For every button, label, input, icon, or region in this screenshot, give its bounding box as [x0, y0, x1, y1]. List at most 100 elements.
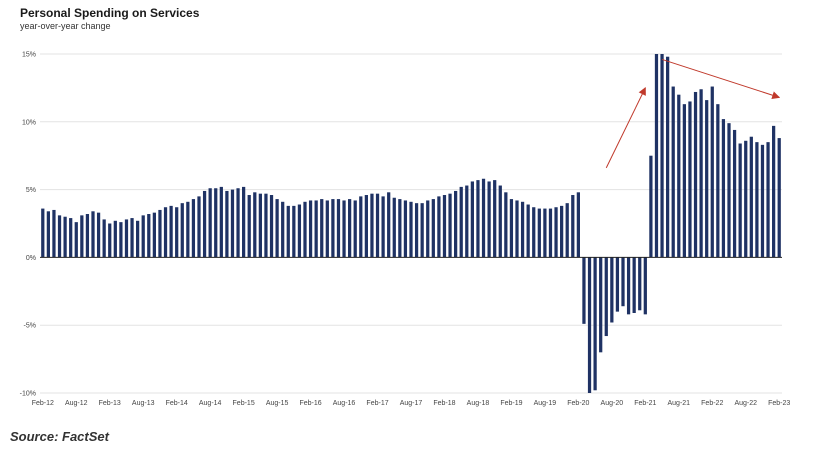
bar: [420, 203, 424, 258]
bar: [732, 129, 737, 258]
bar: [693, 91, 698, 258]
bar: [509, 199, 514, 258]
bar: [526, 204, 530, 258]
bar: [610, 257, 614, 323]
bar: [398, 199, 402, 258]
bar: [353, 200, 357, 258]
x-tick-label: Aug-21: [668, 400, 691, 407]
y-tick-label: 15%: [22, 52, 36, 59]
bar: [124, 219, 129, 258]
bar: [744, 140, 748, 258]
bar: [80, 215, 84, 258]
bar: [202, 190, 207, 258]
source-note: Source: FactSet: [10, 429, 109, 444]
bar: [381, 196, 385, 258]
x-tick-label: Feb-19: [500, 400, 522, 407]
bar: [582, 257, 586, 324]
x-tick-label: Aug-18: [467, 400, 490, 407]
y-axis-ticks: 15% 10% 5% 0% -5% -10%: [20, 52, 36, 398]
bar: [749, 136, 753, 258]
bar: [543, 208, 547, 258]
bar: [431, 199, 435, 258]
bar: [175, 207, 179, 258]
x-tick-label: Feb-17: [366, 400, 388, 407]
bar: [52, 209, 56, 258]
bar: [437, 196, 441, 258]
bar: [69, 218, 73, 258]
x-tick-label: Aug-14: [199, 400, 222, 407]
bar: [615, 257, 620, 312]
bar: [180, 203, 184, 258]
bar: [119, 222, 123, 258]
bar: [593, 257, 597, 391]
bar: [286, 205, 290, 258]
bar: [426, 200, 430, 258]
bar: [660, 54, 664, 258]
bar: [102, 219, 106, 258]
bar: [230, 189, 235, 258]
bar: [621, 257, 625, 307]
bar: [604, 257, 608, 337]
bar: [632, 257, 636, 313]
bar: [772, 125, 776, 258]
chart-subtitle: year-over-year change: [20, 21, 111, 31]
bar: [158, 209, 162, 258]
bar: [46, 211, 50, 258]
bar: [342, 200, 346, 258]
bar: [308, 200, 313, 258]
bar: [292, 205, 296, 258]
y-tick-label: 10%: [22, 119, 36, 126]
x-tick-label: Feb-12: [32, 400, 54, 407]
x-tick-label: Aug-15: [266, 400, 289, 407]
bar: [638, 257, 642, 311]
y-tick-label: 5%: [26, 187, 36, 194]
bar: [169, 205, 173, 258]
bar: [481, 178, 486, 258]
x-tick-label: Feb-22: [701, 400, 723, 407]
bar: [409, 201, 413, 258]
bar: [269, 195, 274, 258]
bar: [560, 205, 564, 258]
bar: [191, 199, 196, 258]
trend-arrows: [605, 58, 781, 169]
x-axis-ticks: Feb-12 Aug-12 Feb-13 Aug-13 Feb-14 Aug-14 Feb-…: [32, 400, 791, 407]
bar: [515, 200, 519, 258]
bar: [760, 144, 765, 258]
bar: [130, 218, 134, 258]
bar: [186, 201, 190, 258]
bar: [219, 186, 223, 258]
x-tick-label: Feb-15: [233, 400, 255, 407]
x-tick-label: Feb-20: [567, 400, 589, 407]
bar: [258, 193, 262, 258]
bar: [587, 257, 592, 393]
bar: [57, 215, 62, 258]
gridlines: [40, 53, 782, 394]
bar: [163, 207, 168, 258]
bar: [236, 188, 240, 258]
bar: [537, 208, 541, 258]
bar: [766, 142, 770, 258]
bar-series: [41, 54, 781, 393]
x-tick-label: Aug-12: [65, 400, 88, 407]
bar: [677, 94, 681, 258]
bar: [281, 201, 285, 258]
bar: [242, 186, 246, 258]
bar: [91, 211, 95, 258]
x-tick-label: Feb-13: [99, 400, 121, 407]
bar: [375, 193, 380, 258]
bar: [336, 199, 341, 258]
x-tick-label: Aug-17: [400, 400, 423, 407]
bar: [247, 195, 251, 258]
bar: [303, 201, 307, 258]
bar: [459, 186, 463, 258]
x-tick-label: Feb-18: [433, 400, 455, 407]
bar: [654, 54, 659, 258]
x-tick-label: Aug-16: [333, 400, 356, 407]
bar: [565, 203, 569, 258]
bar: [370, 193, 374, 258]
bar: [649, 155, 653, 258]
bar: [214, 188, 218, 258]
y-tick-label: -10%: [20, 391, 36, 398]
bar: [716, 104, 720, 258]
